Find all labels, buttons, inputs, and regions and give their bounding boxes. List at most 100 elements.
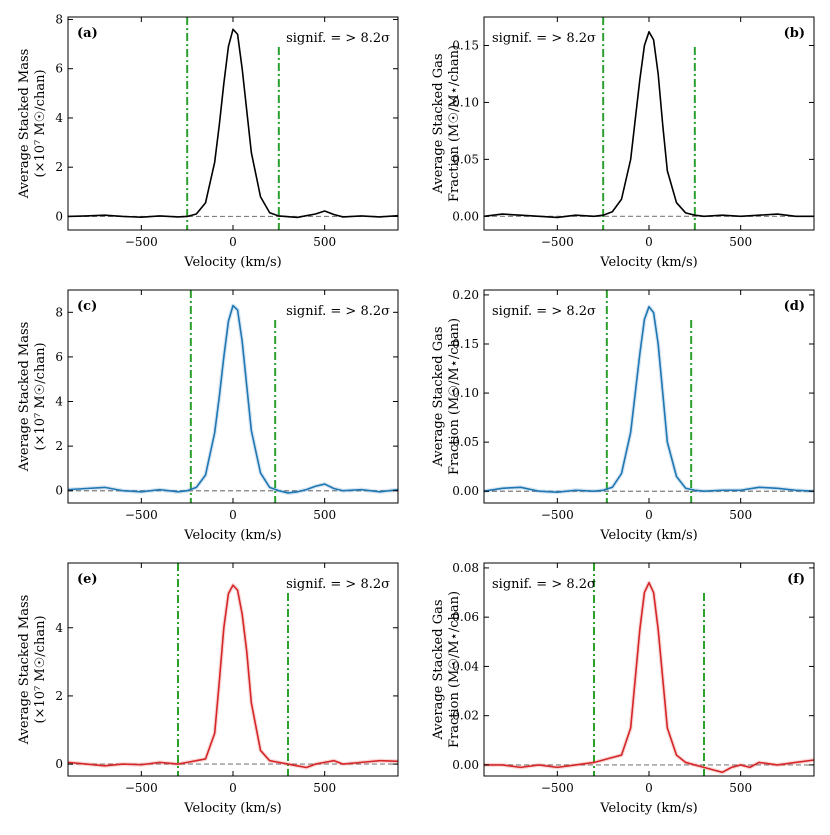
x-tick-label: 0 [645, 508, 653, 522]
y-axis-label-line: (×10⁷ M☉/chan) [33, 69, 48, 177]
y-axis-label: Average Stacked GasFraction (M☉/M⋆/chan) [431, 591, 462, 748]
y-tick-label: 2 [55, 689, 63, 703]
significance-annotation: signif. = > 8.2σ [286, 577, 390, 592]
x-axis-label: Velocity (km/s) [183, 255, 281, 270]
x-tick-label: 0 [229, 508, 237, 522]
y-tick-label: 4 [55, 621, 63, 635]
series-uncertainty-band [67, 583, 399, 770]
x-tick-label: 0 [645, 781, 653, 795]
y-tick-label: 0.10 [452, 386, 479, 400]
y-tick-label: 0 [55, 484, 63, 498]
y-axis-label: Average Stacked GasFraction (M☉/M⋆/chan) [431, 318, 462, 475]
chart-panel-c: −500 0 500 0 2 4 6 8 Velocity (km/s) Average Stac… [17, 289, 399, 543]
y-tick-label: 2 [55, 160, 63, 174]
y-tick-label: 0.08 [452, 561, 479, 575]
y-axis-label-line: (×10⁷ M☉/chan) [33, 342, 48, 450]
significance-annotation: signif. = > 8.2σ [492, 31, 596, 46]
panel-label: (e) [77, 572, 98, 587]
significance-annotation: signif. = > 8.2σ [286, 304, 390, 319]
x-tick-label: −500 [125, 508, 158, 522]
x-tick-label: −500 [541, 235, 574, 249]
y-tick-label: 0.06 [452, 610, 479, 624]
y-tick-label: 0.00 [452, 484, 479, 498]
axes-frame [483, 562, 815, 777]
y-axis-label-line: Average Stacked Gas [431, 326, 446, 467]
axes-frame [67, 16, 399, 231]
x-axis-label: Velocity (km/s) [599, 801, 697, 816]
y-axis-label: Average Stacked Mass(×10⁷ M☉/chan) [17, 49, 48, 200]
y-axis-label-line: Average Stacked Mass [17, 322, 32, 473]
x-axis-label: Velocity (km/s) [183, 801, 281, 816]
y-axis-label-line: Average Stacked Mass [17, 49, 32, 200]
x-axis-label: Velocity (km/s) [599, 255, 697, 270]
y-axis-label-line: (×10⁷ M☉/chan) [33, 615, 48, 723]
axes-frame [67, 289, 399, 504]
y-tick-label: 0.05 [452, 152, 479, 166]
y-tick-label: 2 [55, 439, 63, 453]
y-tick-label: 0.00 [452, 758, 479, 772]
x-tick-label: 500 [729, 781, 752, 795]
x-tick-label: 0 [229, 235, 237, 249]
y-axis-label: Average Stacked Mass(×10⁷ M☉/chan) [17, 322, 48, 473]
y-axis-label-line: Average Stacked Gas [431, 53, 446, 194]
chart-panel-b: −500 0 500 0.00 0.05 0.10 0.15 Velocity (km/s) A… [431, 16, 815, 270]
x-tick-label: 500 [729, 235, 752, 249]
y-tick-label: 6 [55, 350, 63, 364]
y-tick-label: 0.10 [452, 95, 479, 109]
y-axis-label: Average Stacked GasFraction (M☉/M⋆/chan) [431, 45, 462, 202]
panel-label: (c) [77, 299, 97, 314]
y-tick-label: 8 [55, 12, 63, 26]
series-uncertainty-band [483, 304, 815, 495]
chart-panel-d: −500 0 500 0.00 0.05 0.10 0.15 0.20 Velocity (km… [431, 288, 815, 543]
x-axis-label: Velocity (km/s) [183, 528, 281, 543]
series-uncertainty-band [484, 580, 815, 775]
series-uncertainty-band [67, 303, 399, 495]
series-line [67, 304, 399, 494]
y-tick-label: 0.05 [452, 435, 479, 449]
series-line [484, 581, 815, 774]
x-tick-label: 500 [313, 508, 336, 522]
y-tick-label: 8 [55, 305, 63, 319]
x-axis-label: Velocity (km/s) [599, 528, 697, 543]
significance-annotation: signif. = > 8.2σ [286, 31, 390, 46]
y-tick-label: 6 [55, 62, 63, 76]
x-tick-label: 0 [229, 781, 237, 795]
y-axis-label-line: Fraction (M☉/M⋆/chan) [447, 45, 462, 202]
y-tick-label: 0 [55, 757, 63, 771]
y-tick-label: 0 [55, 209, 63, 223]
series-line [483, 31, 814, 219]
panel-label: (f) [787, 572, 805, 587]
y-axis-label-line: Fraction (M☉/M⋆/chan) [447, 318, 462, 475]
significance-annotation: signif. = > 8.2σ [492, 577, 596, 592]
significance-annotation: signif. = > 8.2σ [492, 304, 596, 319]
x-tick-label: −500 [125, 781, 158, 795]
x-tick-label: 500 [313, 235, 336, 249]
chart-panel-e: −500 0 500 0 2 4 Velocity (km/s) Average Stacke… [17, 562, 399, 816]
chart-panel-f: −500 0 500 0.00 0.02 0.04 0.06 0.08 Velocity (km… [431, 561, 815, 816]
panel-label: (d) [784, 299, 805, 314]
y-tick-label: 0.04 [452, 659, 479, 673]
axes-frame [483, 289, 815, 504]
x-tick-label: −500 [541, 781, 574, 795]
x-tick-label: 500 [729, 508, 752, 522]
panel-label: (b) [784, 26, 805, 41]
y-axis-label-line: Fraction (M☉/M⋆/chan) [447, 591, 462, 748]
y-tick-label: 0.20 [452, 288, 479, 302]
panel-label: (a) [77, 26, 98, 41]
chart-panel-a: −500 0 500 0 2 4 6 8 Velocity (km/s) Average Stac… [17, 12, 399, 270]
x-tick-label: −500 [125, 235, 158, 249]
y-tick-label: 0.15 [452, 337, 479, 351]
x-tick-label: 500 [313, 781, 336, 795]
y-axis-label-line: Average Stacked Gas [431, 599, 446, 740]
series-line [483, 305, 815, 494]
y-tick-label: 0.00 [452, 209, 479, 223]
x-tick-label: −500 [541, 508, 574, 522]
y-axis-label-line: Average Stacked Mass [17, 595, 32, 746]
axes-frame [67, 562, 399, 777]
y-tick-label: 4 [55, 111, 63, 125]
series-line [67, 584, 399, 769]
y-tick-label: 0.15 [452, 38, 479, 52]
y-tick-label: 0.02 [452, 709, 479, 723]
